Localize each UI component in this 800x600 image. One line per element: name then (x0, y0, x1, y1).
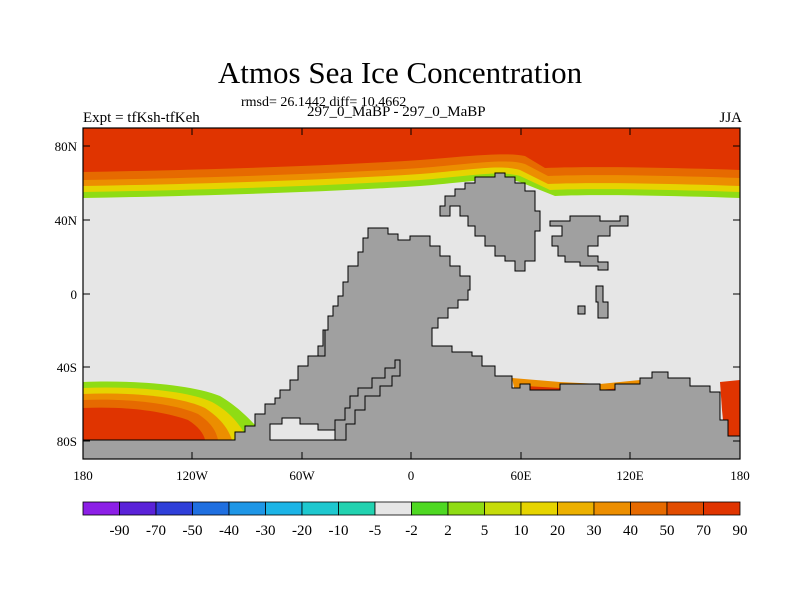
colorbar-label: -90 (110, 523, 130, 539)
colorbar-swatch (520, 501, 558, 516)
land-masses (82, 172, 741, 460)
lon-tick-label: 60W (289, 468, 315, 483)
colorbar-label: -50 (183, 523, 203, 539)
colorbar-label: 70 (696, 523, 711, 539)
colorbar-swatch (703, 501, 741, 516)
colorbar-swatch (228, 501, 266, 516)
colorbar-label: 50 (660, 523, 675, 539)
colorbar-label: 2 (444, 523, 452, 539)
lon-tick-label: 120E (616, 468, 644, 483)
arctic-ice-field (83, 128, 740, 198)
colorbar-swatch (447, 501, 485, 516)
colorbar (82, 501, 741, 516)
colorbar-swatch (119, 501, 157, 516)
colorbar-swatch (155, 501, 193, 516)
colorbar-swatch (265, 501, 303, 516)
stats-text: rmsd= 26.1442 diff= 10.4662 (241, 95, 407, 110)
inland-ocean (334, 359, 401, 441)
island-large (549, 215, 629, 271)
colorbar-swatch (301, 501, 339, 516)
lon-tick-label: 180 (730, 468, 750, 483)
colorbar-label: -30 (256, 523, 276, 539)
colorbar-label: -40 (219, 523, 239, 539)
colorbar-swatch (338, 501, 376, 516)
colorbar-label: 20 (550, 523, 565, 539)
colorbar-label: -70 (146, 523, 166, 539)
lon-tick-label: 180 (73, 468, 93, 483)
lat-tick-label: 40N (55, 213, 78, 228)
lon-tick-label: 0 (408, 468, 415, 483)
colorbar-label: 30 (587, 523, 602, 539)
landmass-north (439, 172, 541, 272)
case-label: 297_0_MaBP - 297_0_MaBP (307, 104, 486, 120)
colorbar-swatch (630, 501, 668, 516)
season-label: JJA (719, 110, 742, 126)
colorbar-swatch (484, 501, 522, 516)
map-title: Atmos Sea Ice Concentration (217, 55, 583, 90)
landmass-peninsula-west (317, 329, 326, 357)
colorbar-swatch (82, 501, 120, 516)
colorbar-swatch (411, 501, 449, 516)
colorbar-label: 5 (481, 523, 489, 539)
axis-ticks (83, 128, 740, 459)
colorbar-label: -10 (329, 523, 349, 539)
colorbar-swatch (192, 501, 230, 516)
lat-tick-label: 80N (55, 139, 78, 154)
lon-tick-label: 60E (511, 468, 532, 483)
colorbar-label: 40 (623, 523, 638, 539)
islands (549, 215, 629, 319)
colorbar-swatch (593, 501, 631, 516)
colorbar-swatch (557, 501, 595, 516)
colorbar-label: -5 (369, 523, 382, 539)
colorbar-swatch (666, 501, 704, 516)
lat-tick-label: 80S (57, 434, 77, 449)
colorbar-label: -20 (292, 523, 312, 539)
colorbar-label: 10 (514, 523, 529, 539)
colorbar-swatch (374, 501, 412, 516)
island-small (595, 285, 609, 319)
island-tiny (577, 305, 586, 315)
lat-tick-label: 40S (57, 360, 77, 375)
lat-tick-label: 0 (71, 287, 78, 302)
experiment-label: Expt = tfKsh-tfKeh (83, 110, 200, 126)
colorbar-label: -2 (405, 523, 418, 539)
map-panel (82, 127, 741, 460)
lon-tick-label: 120W (176, 468, 209, 483)
colorbar-label: 90 (733, 523, 748, 539)
